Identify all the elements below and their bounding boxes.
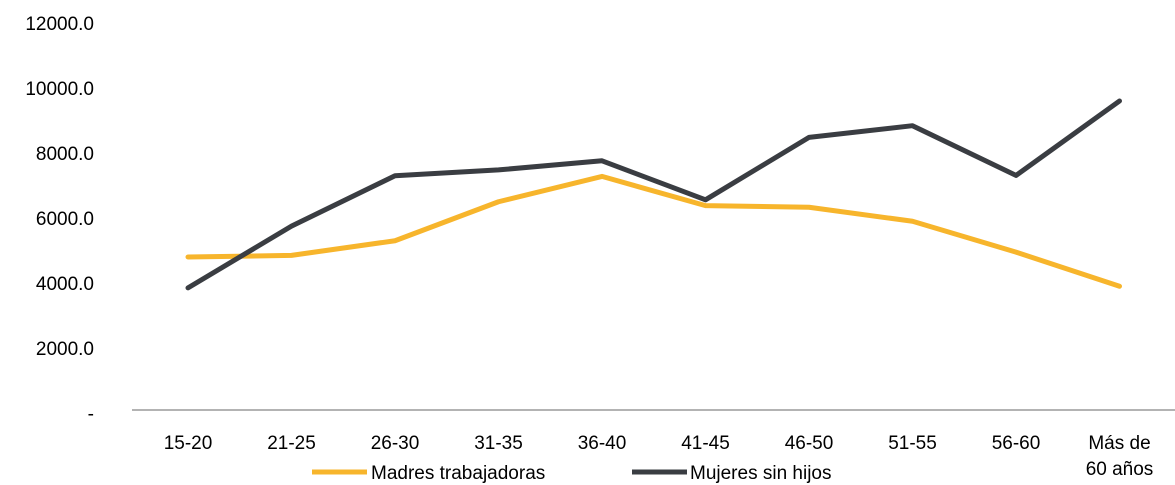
y-tick-label: 8000.0 xyxy=(36,144,94,165)
x-tick-label: 60 años xyxy=(1086,459,1154,480)
x-tick-label: 56-60 xyxy=(992,433,1041,454)
y-tick-label: 6000.0 xyxy=(36,209,94,230)
x-tick-label: 36-40 xyxy=(578,433,627,454)
x-tick-label: 21-25 xyxy=(267,433,316,454)
series-line-0 xyxy=(185,173,1122,289)
x-tick-label: 15-20 xyxy=(164,433,213,454)
series-line-1 xyxy=(185,98,1122,291)
x-tick-label: Más de xyxy=(1088,433,1150,454)
y-tick-label: - xyxy=(88,404,94,425)
legend-label: Madres trabajadoras xyxy=(371,463,545,484)
x-tick-label: 26-30 xyxy=(371,433,420,454)
y-tick-label: 2000.0 xyxy=(36,339,94,360)
legend-label: Mujeres sin hijos xyxy=(690,463,832,484)
y-axis-tick-labels: - 2000.0 4000.0 6000.0 8000.0 10000.0 12000.0 xyxy=(25,14,94,425)
x-tick-label: 46-50 xyxy=(785,433,834,454)
legend: Madres trabajadoras Mujeres sin hijos xyxy=(312,463,832,484)
y-tick-label: 10000.0 xyxy=(25,79,94,100)
y-tick-label: 12000.0 xyxy=(25,14,94,35)
y-tick-label: 4000.0 xyxy=(36,274,94,295)
x-axis-tick-labels: 15-20 21-25 26-30 31-35 36-40 41-45 46-50 51-55… xyxy=(164,433,1154,480)
x-tick-label: 51-55 xyxy=(888,433,937,454)
x-tick-label: 31-35 xyxy=(474,433,523,454)
series-lines xyxy=(185,98,1122,291)
x-tick-label: 41-45 xyxy=(681,433,730,454)
